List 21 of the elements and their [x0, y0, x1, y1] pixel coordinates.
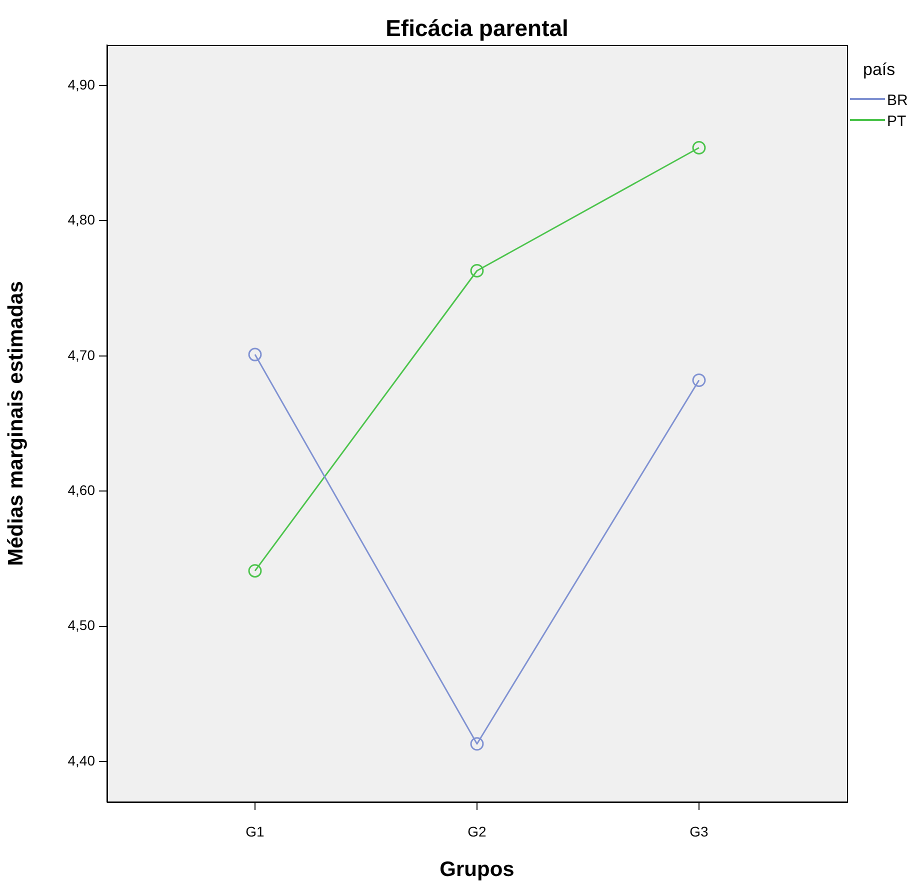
point [692, 140, 706, 154]
x-tick-label: G2 [468, 823, 487, 840]
x-tick-label: G1 [246, 823, 265, 840]
legend-title: país [863, 60, 896, 79]
point [248, 564, 262, 578]
y-axis-title: Médias marginais estimadas [4, 281, 28, 566]
point [248, 348, 262, 362]
y-tick-label: 4,40 [68, 752, 96, 768]
y-tick-label: 4,80 [68, 212, 96, 228]
y-tick-label: 4,50 [68, 617, 96, 634]
x-axis-title: Grupos [440, 858, 514, 882]
chart-title: Eficácia parental [386, 15, 568, 41]
point [470, 737, 484, 751]
point [470, 264, 484, 278]
point [692, 373, 706, 387]
legend-label: PT [887, 113, 906, 130]
y-tick-label: 4,70 [68, 346, 96, 363]
y-tick-label: 4,90 [68, 76, 96, 92]
y-tick-label: 4,60 [68, 482, 96, 498]
legend-label: BR [887, 92, 908, 109]
x-tick-label: G3 [690, 823, 709, 840]
